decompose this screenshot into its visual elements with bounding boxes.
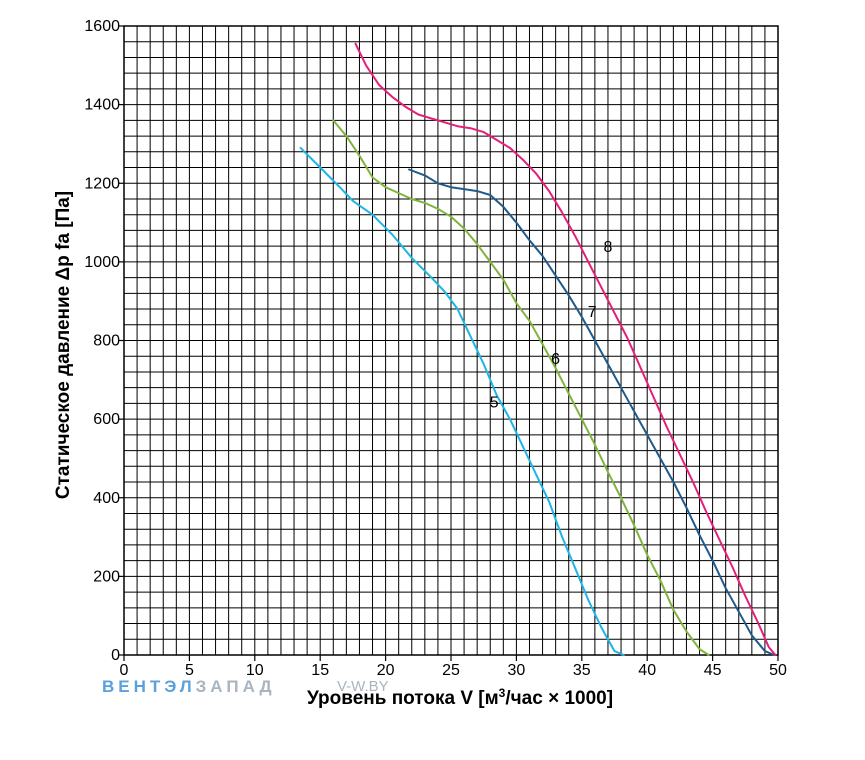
series-lines <box>299 42 777 656</box>
x-tick-label: 35 <box>573 662 591 679</box>
x-tick-label: 15 <box>311 662 329 679</box>
curve-labels: 5 6 7 8 <box>490 239 613 411</box>
series-line-8 <box>354 42 777 656</box>
y-tick-label: 1400 <box>84 97 120 114</box>
y-tick-label: 400 <box>93 490 120 507</box>
x-tick-label: 40 <box>638 662 656 679</box>
y-axis-label: Статическое давление Δp fa [Па] <box>53 191 74 499</box>
y-tick-label: 600 <box>93 411 120 428</box>
x-axis-label-suffix: /час × 1000] <box>505 688 613 709</box>
curve-label-8: 8 <box>604 239 613 256</box>
curve-label-6: 6 <box>551 351 560 368</box>
x-tick-label: 5 <box>185 662 194 679</box>
x-tick-label: 30 <box>508 662 526 679</box>
series-line-7 <box>408 168 776 656</box>
x-tick-label: 20 <box>377 662 395 679</box>
y-tick-label: 1000 <box>84 254 120 271</box>
watermark-brand-part1: ВЕНТЭЛ <box>102 677 196 696</box>
y-tick-label: 200 <box>93 568 120 585</box>
x-tick-label: 0 <box>120 662 129 679</box>
y-tick-label: 800 <box>93 333 120 350</box>
x-tick-label: 10 <box>246 662 264 679</box>
x-tick-label: 25 <box>442 662 460 679</box>
y-tick-label: 1200 <box>84 175 120 192</box>
curve-label-7: 7 <box>588 304 597 321</box>
grid <box>123 25 779 656</box>
x-axis-label-sup: 3 <box>499 686 506 700</box>
series-line-5 <box>299 146 625 656</box>
watermark-brand: ВЕНТЭЛЗАПАД <box>102 677 276 696</box>
x-axis-label-prefix: Уровень потока V [м <box>307 688 499 709</box>
axes: 0 200 400 600 800 1000 1200 1400 1600 0 5 10 15 20 25 3… <box>84 18 787 679</box>
curve-label-5: 5 <box>490 394 499 411</box>
watermark-site: V-W.BY <box>337 678 389 695</box>
watermark-brand-part2: ЗАПАД <box>196 677 276 696</box>
watermark: ВЕНТЭЛЗАПАД V-W.BY <box>102 677 389 696</box>
y-tick-label: 0 <box>111 647 120 664</box>
series-line-6 <box>332 119 710 656</box>
y-tick-label: 1600 <box>84 18 120 35</box>
x-tick-label: 45 <box>704 662 722 679</box>
x-tick-label: 50 <box>769 662 787 679</box>
x-axis-label: Уровень потока V [м3/час × 1000] <box>307 686 613 709</box>
